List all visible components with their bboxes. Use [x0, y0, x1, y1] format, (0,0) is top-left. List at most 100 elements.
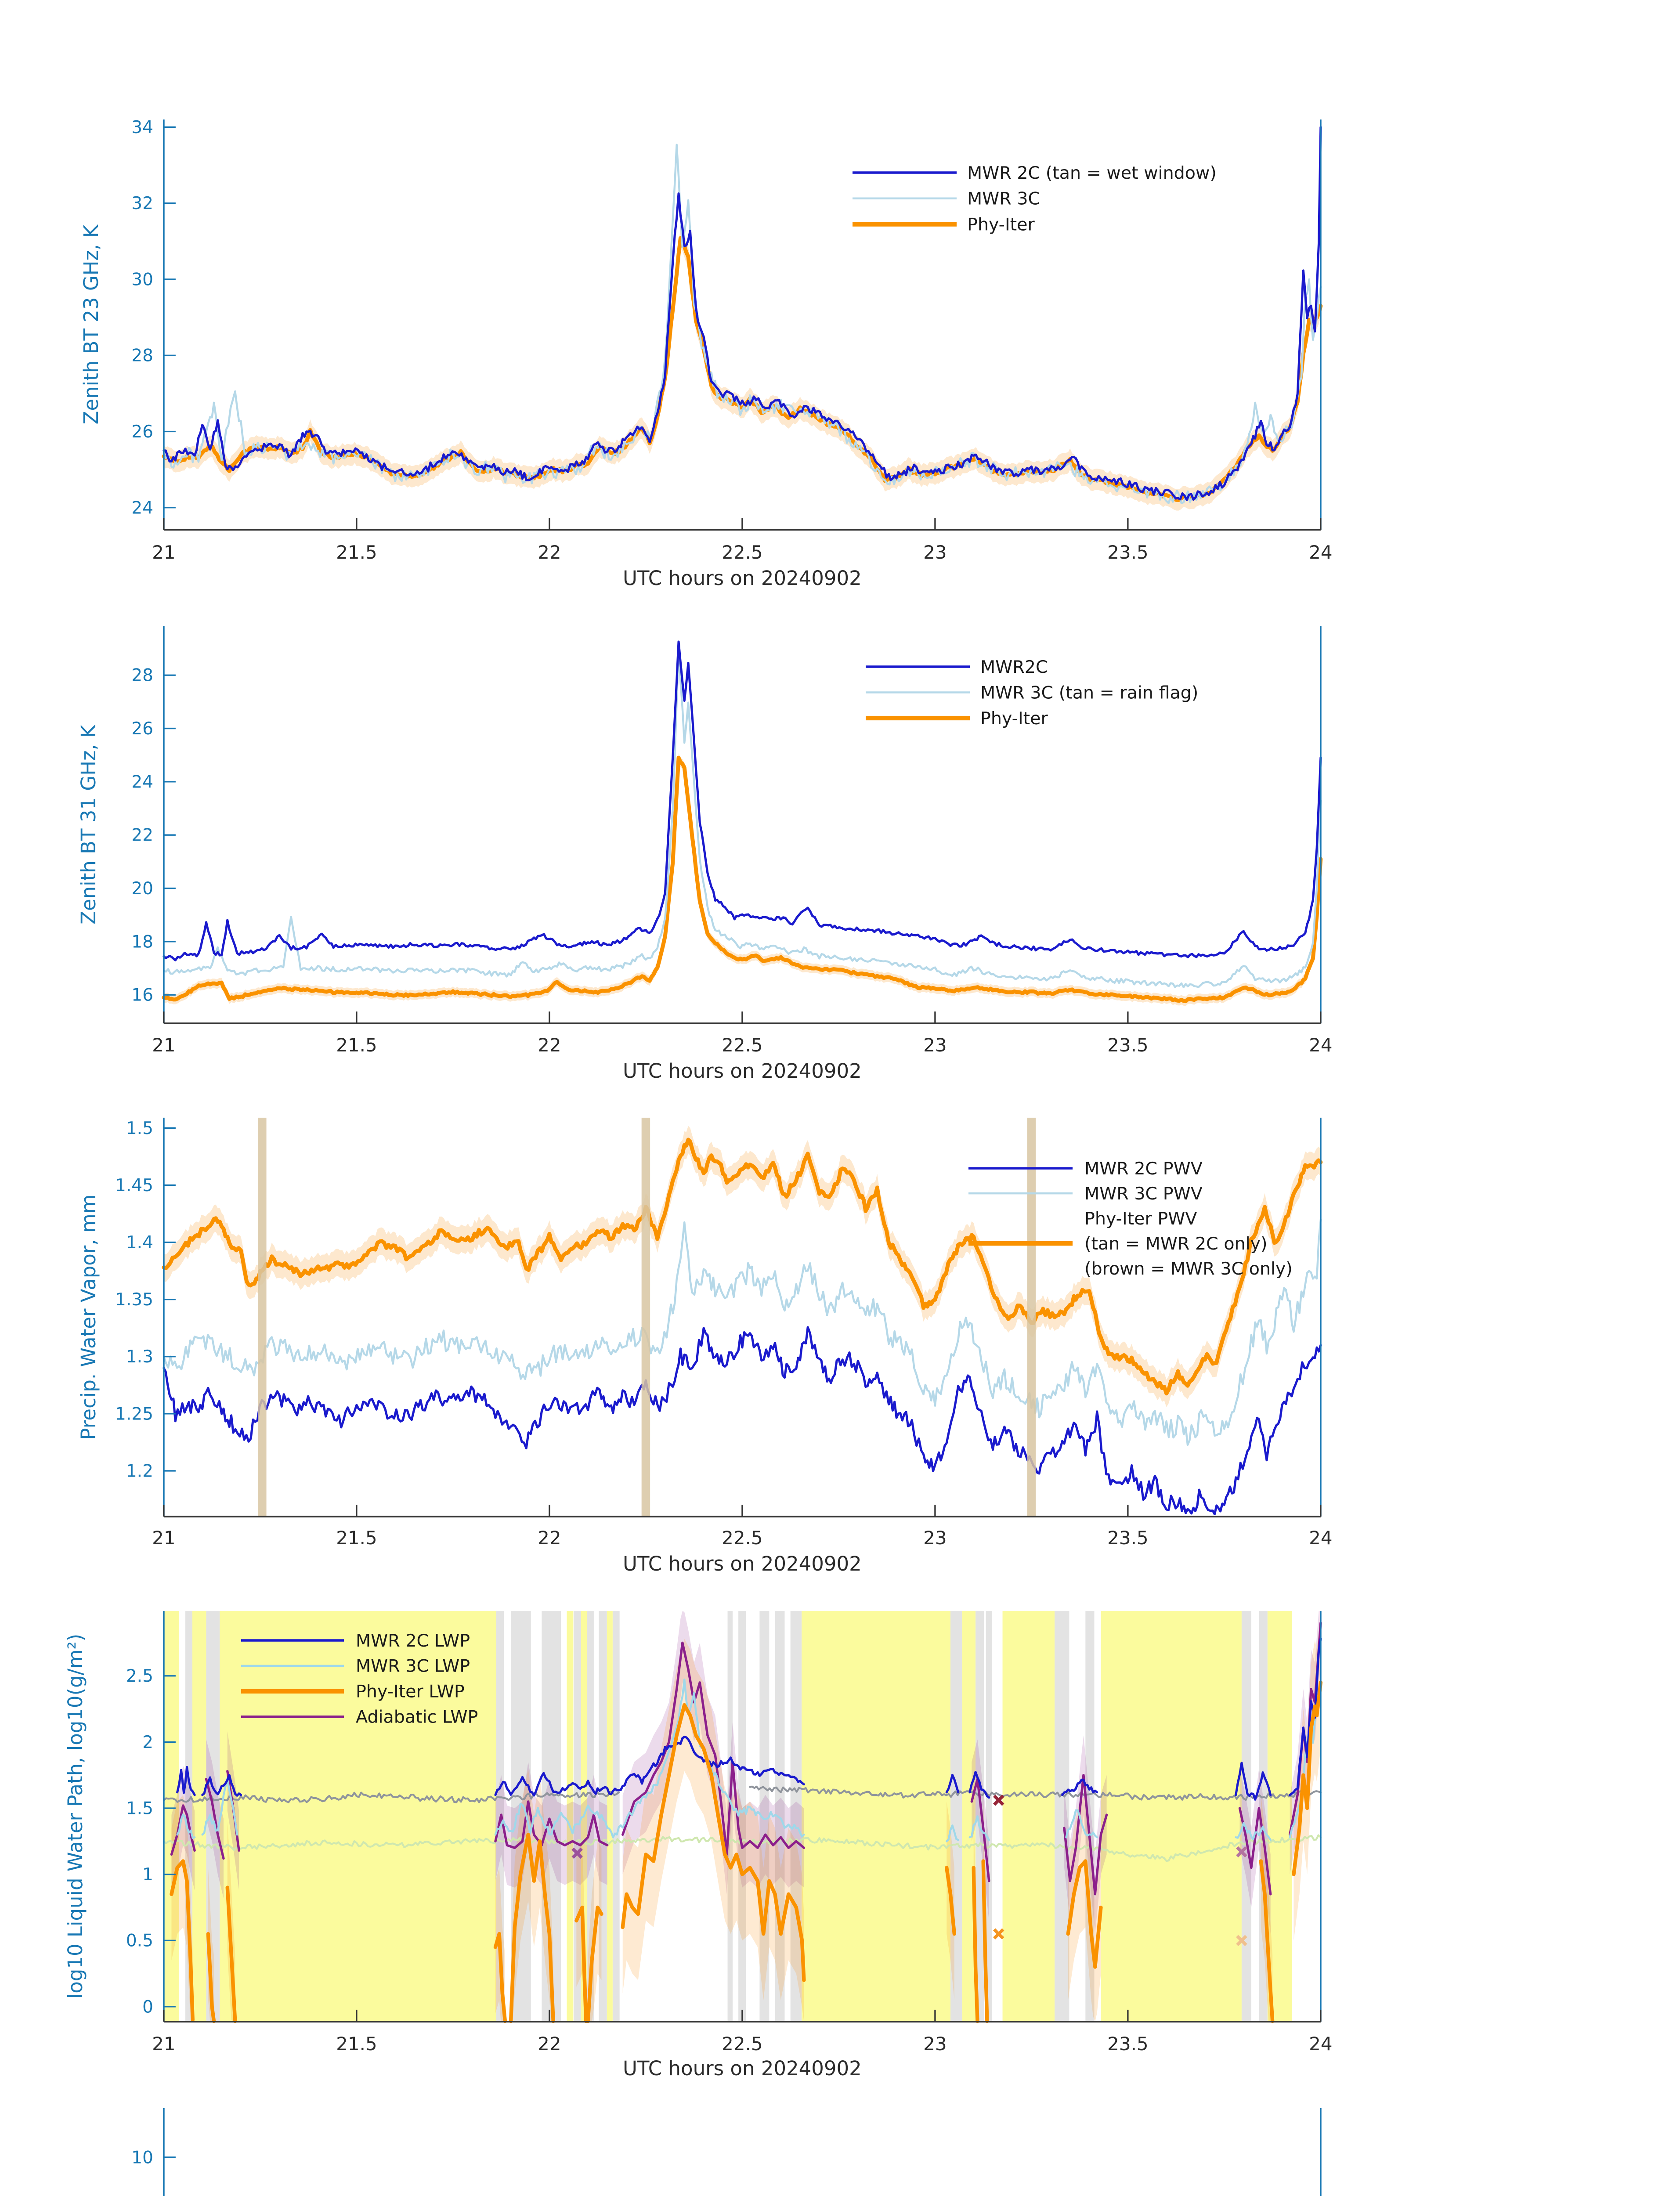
flag-band-gray	[975, 1611, 984, 2022]
y-tick-label: 24	[131, 498, 153, 518]
series-line-phy-iter	[162, 755, 1323, 1004]
flag-band-yellow	[802, 1611, 951, 2022]
y-tick-label: 34	[131, 118, 153, 137]
flag-band-gray	[587, 1611, 594, 2022]
legend-label: MWR 3C PWV	[1084, 1184, 1203, 1204]
x-marker	[1236, 1846, 1247, 1858]
x-tick-label: 21.5	[336, 2033, 377, 2055]
series-line-mwr-3c-pwv	[163, 1218, 1322, 1446]
series-line-adiabatic-lwp	[205, 1777, 225, 1860]
flag-band-gray	[1055, 1611, 1069, 2022]
flag-band-yellow	[163, 1611, 180, 2022]
y-tick-label: 18	[131, 932, 153, 952]
x-tick-label: 22.5	[722, 542, 763, 563]
x-tick-label: 22	[538, 2033, 561, 2055]
flag-band-yellow	[1267, 1611, 1292, 2022]
flag-band-gray	[612, 1611, 620, 2022]
x-tick-label: 24	[1309, 2033, 1332, 2055]
flag-band-gray	[790, 1611, 802, 2022]
x-tick-label: 22	[538, 1527, 561, 1549]
y-tick-label: 16	[131, 986, 153, 1005]
flag-band-gray	[986, 1611, 992, 2022]
x-tick-label: 21	[152, 1034, 175, 1056]
y-tick-label: 30	[131, 270, 153, 289]
series-line-mwr-2c-lwp	[1235, 1762, 1272, 1801]
legend-label: (tan = MWR 2C only)	[1084, 1234, 1268, 1254]
series-line-mwr-2c	[163, 126, 1322, 501]
x-tick-label: 23.5	[1107, 2033, 1149, 2055]
x-tick-label: 21	[152, 542, 175, 563]
series-line-phy-iter-lwp	[493, 1932, 507, 2023]
series-line-mwr-3c	[163, 144, 1322, 504]
series-line-mwr-3c-lwp	[1065, 1809, 1098, 1838]
legend-label: Phy-Iter PWV	[1084, 1209, 1197, 1229]
y-tick-label: 1.35	[115, 1290, 153, 1310]
x-tick-label: 22.5	[722, 1527, 763, 1549]
x-tick-label: 21.5	[336, 542, 377, 563]
series-line-adiabatic-lwp	[621, 1641, 806, 1856]
series-line-phy-iter-lwp	[1292, 1680, 1323, 1876]
y-tick-label: 1.5	[126, 1799, 153, 1818]
legend-label: MWR 2C (tan = wet window)	[967, 163, 1217, 183]
flag-vband-tan	[641, 1117, 650, 1517]
series-line-mwr-3c-lwp	[176, 1813, 196, 1839]
series-line-mwr-2c-lwp	[176, 1766, 196, 1796]
series-line-phy-iter-lwp	[1066, 1859, 1103, 1969]
y-tick-label: 20	[131, 879, 153, 899]
series-line-mwr-3c-lwp	[494, 1678, 805, 1838]
error-band-adiabatic-lwp	[1239, 1768, 1271, 1934]
x-tick-label: 23	[923, 542, 947, 563]
y-tick-label: 1.2	[126, 1461, 153, 1481]
x-tick-label: 23	[923, 2033, 947, 2055]
legend-label: MWR 3C	[967, 189, 1040, 209]
flag-band-gray	[950, 1611, 962, 2022]
legend-label: Phy-Iter LWP	[356, 1682, 465, 1702]
x-tick-label: 22.5	[722, 1034, 763, 1056]
y-tick-label: 26	[131, 719, 153, 739]
legend-label: MWR 2C PWV	[1084, 1159, 1203, 1179]
legend-label: (brown = MWR 3C only)	[1084, 1259, 1293, 1279]
y-tick-label: 0	[142, 1997, 153, 2017]
series-line-adiabatic-lwp	[970, 1777, 990, 1882]
series-line-mwr-3c-lwp	[201, 1777, 238, 1836]
x-tick-label: 24	[1309, 1527, 1332, 1549]
flag-band-gray	[1085, 1611, 1095, 2022]
series-line-phy-iter-lwp	[206, 1932, 216, 2023]
y-tick-label: 28	[131, 346, 153, 366]
x-marker	[993, 1928, 1004, 1940]
y-tick-label: 32	[131, 194, 153, 213]
x-axis-label: UTC hours on 20240902	[623, 567, 862, 590]
x-tick-label: 21.5	[336, 1034, 377, 1056]
flag-band-gray	[1241, 1611, 1251, 2022]
series-line-phy-iter-lwp	[574, 1905, 588, 2023]
series-line-mwr-2c-lwp	[201, 1774, 242, 1797]
series-line-adiabatic-lwp	[1063, 1773, 1108, 1896]
series-line-mwr-2c-lwp-flagged	[749, 1785, 1322, 1801]
series-line-mwr-2c-lwp	[968, 1771, 990, 1799]
flag-band-gray	[738, 1611, 746, 2022]
x-tick-label: 23	[923, 1034, 947, 1056]
series-line-phy-iter-lwp	[586, 1905, 603, 2023]
y-tick-label: 1.45	[115, 1176, 153, 1196]
series-line-adiabatic-lwp	[170, 1804, 196, 1856]
series-line-mwr-3c-lwp-flagged	[163, 1834, 1322, 1862]
error-band-phy-iter-lwp	[511, 1768, 553, 2022]
series-line-phy-iter-lwp	[225, 1885, 237, 2023]
x-tick-label: 23.5	[1107, 542, 1149, 563]
y-axis-label: Precip. Water Vapor, mm	[77, 1194, 100, 1440]
x-tick-label: 24	[1309, 542, 1332, 563]
x-tick-label: 23.5	[1107, 1527, 1149, 1549]
x-axis-label: UTC hours on 20240902	[623, 1552, 862, 1575]
y-tick-label: 28	[131, 666, 153, 686]
y-tick-label: 10	[131, 2148, 153, 2167]
y-tick-label: 1.5	[126, 1119, 153, 1138]
x-tick-label: 22.5	[722, 2033, 763, 2055]
series-line-adiabatic-lwp	[1238, 1807, 1272, 1896]
legend-label: MWR 3C (tan = rain flag)	[980, 683, 1198, 703]
error-band-phy-iter	[163, 227, 1321, 511]
legend-label: MWR2C	[980, 657, 1048, 677]
x-tick-label: 23	[923, 1527, 947, 1549]
x-tick-label: 21	[152, 2033, 175, 2055]
